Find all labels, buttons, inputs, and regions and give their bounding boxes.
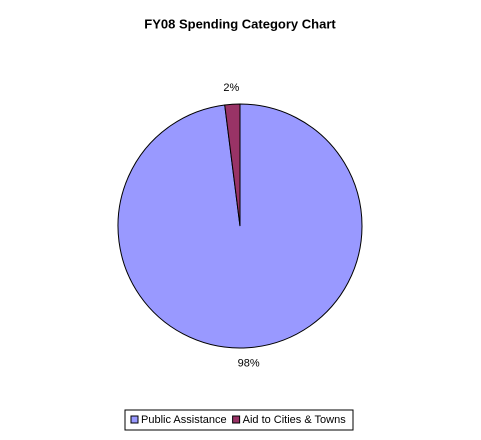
- legend-swatch: [130, 415, 139, 424]
- data-label: 98%: [238, 358, 260, 370]
- data-label: 2%: [223, 82, 239, 94]
- legend-swatch: [232, 415, 241, 424]
- pie-slice: [224, 103, 241, 227]
- chart-title: FY08 Spending Category Chart: [144, 16, 336, 31]
- legend-label: Aid to Cities & Towns: [243, 414, 347, 426]
- legend-label: Public Assistance: [141, 414, 227, 426]
